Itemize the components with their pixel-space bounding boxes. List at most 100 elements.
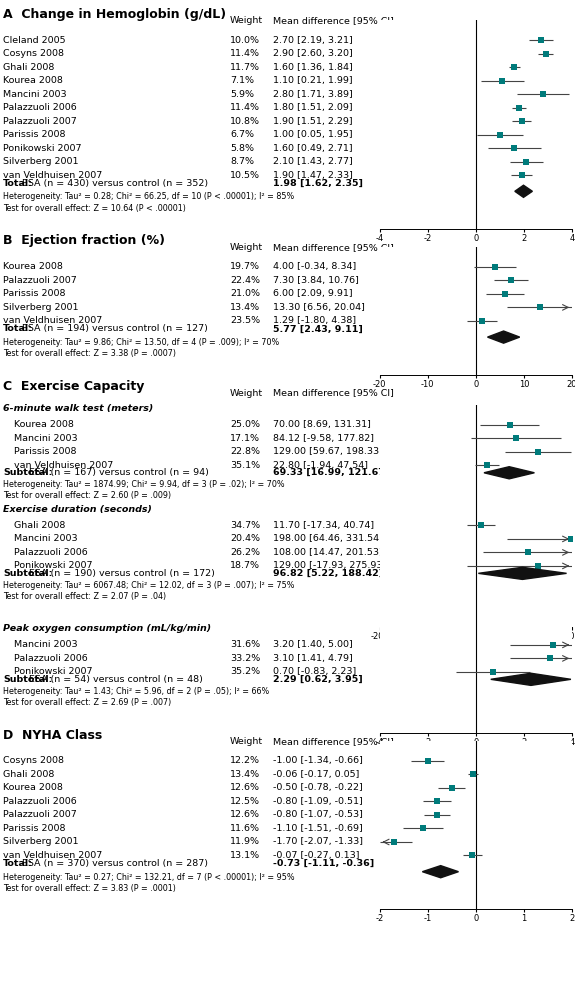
Polygon shape (490, 673, 571, 685)
Text: 10.8%: 10.8% (230, 117, 260, 126)
Text: 108.00 [14.47, 201.53]: 108.00 [14.47, 201.53] (273, 547, 383, 557)
Text: Total:: Total: (3, 325, 33, 334)
Text: Favors control: Favors control (382, 213, 442, 222)
Text: -0.50 [-0.78, -0.22]: -0.50 [-0.78, -0.22] (273, 783, 363, 793)
Text: Palazzuoli 2006: Palazzuoli 2006 (14, 547, 88, 557)
Text: Ghali 2008: Ghali 2008 (3, 770, 54, 779)
Text: Weight: Weight (230, 243, 263, 251)
Text: 22.4%: 22.4% (230, 276, 260, 285)
Text: ESA (n = 190) versus control (n = 172): ESA (n = 190) versus control (n = 172) (29, 569, 214, 578)
Text: 13.4%: 13.4% (230, 770, 260, 779)
Text: Favors control: Favors control (382, 894, 442, 903)
Text: 2.80 [1.71, 3.89]: 2.80 [1.71, 3.89] (273, 90, 353, 99)
Text: 10.0%: 10.0% (230, 36, 260, 45)
Text: Total:: Total: (3, 179, 33, 188)
Text: 17.1%: 17.1% (230, 434, 260, 443)
Text: ESA (n = 370) versus control (n = 287): ESA (n = 370) versus control (n = 287) (22, 859, 208, 868)
Polygon shape (478, 567, 566, 579)
Text: Mean difference [95% CI]: Mean difference [95% CI] (273, 389, 394, 398)
Text: Test for overall effect: Z = 2.07 (P = .04): Test for overall effect: Z = 2.07 (P = .… (3, 592, 166, 601)
Text: Cleland 2005: Cleland 2005 (3, 36, 66, 45)
Text: 25.0%: 25.0% (230, 421, 260, 430)
Text: Favors ESA: Favors ESA (489, 894, 535, 903)
Text: 69.33 [16.99, 121.67]: 69.33 [16.99, 121.67] (273, 468, 389, 477)
Text: Silverberg 2001: Silverberg 2001 (3, 838, 78, 846)
Text: D  NYHA Class: D NYHA Class (3, 729, 102, 742)
Text: ESA (n = 54) versus control (n = 48): ESA (n = 54) versus control (n = 48) (29, 675, 202, 684)
Text: -1.70 [-2.07, -1.33]: -1.70 [-2.07, -1.33] (273, 838, 363, 846)
Text: Ponikowski 2007: Ponikowski 2007 (14, 561, 93, 570)
Text: 11.4%: 11.4% (230, 103, 260, 112)
Text: Heterogeneity: Tau² = 1.43; Chi² = 5.96, df = 2 (P = .05); I² = 66%: Heterogeneity: Tau² = 1.43; Chi² = 5.96,… (3, 687, 269, 696)
Text: 26.2%: 26.2% (230, 547, 260, 557)
Text: Mean difference [95% CI]: Mean difference [95% CI] (273, 737, 394, 745)
Text: 1.90 [1.47, 2.33]: 1.90 [1.47, 2.33] (273, 170, 353, 179)
Text: 2.10 [1.43, 2.77]: 2.10 [1.43, 2.77] (273, 157, 353, 166)
Polygon shape (423, 865, 458, 878)
Text: 84.12 [-9.58, 177.82]: 84.12 [-9.58, 177.82] (273, 434, 374, 443)
Text: 129.00 [59.67, 198.33]: 129.00 [59.67, 198.33] (273, 447, 383, 456)
Text: 31.6%: 31.6% (230, 641, 260, 649)
Text: Parissis 2008: Parissis 2008 (3, 824, 66, 833)
Text: Favors ESA: Favors ESA (497, 707, 543, 716)
Text: van Veldhuisen 2007: van Veldhuisen 2007 (3, 317, 102, 326)
Text: 13.1%: 13.1% (230, 851, 260, 860)
Text: 2.70 [2.19, 3.21]: 2.70 [2.19, 3.21] (273, 36, 353, 45)
Text: -0.80 [-1.07, -0.53]: -0.80 [-1.07, -0.53] (273, 811, 363, 820)
Text: Peak oxygen consumption (mL/kg/min): Peak oxygen consumption (mL/kg/min) (3, 625, 211, 634)
Text: 22.80 [-1.94, 47.54]: 22.80 [-1.94, 47.54] (273, 461, 368, 470)
Text: Subtotal:: Subtotal: (3, 468, 52, 477)
Text: Parissis 2008: Parissis 2008 (14, 447, 77, 456)
Text: 198.00 [64.46, 331.54]: 198.00 [64.46, 331.54] (273, 535, 383, 544)
Text: 23.5%: 23.5% (230, 317, 260, 326)
Text: -0.80 [-1.09, -0.51]: -0.80 [-1.09, -0.51] (273, 797, 363, 806)
Text: 22.8%: 22.8% (230, 447, 260, 456)
Text: van Veldhuisen 2007: van Veldhuisen 2007 (3, 170, 102, 179)
Text: 35.1%: 35.1% (230, 461, 260, 470)
Text: Cosyns 2008: Cosyns 2008 (3, 756, 64, 765)
Text: 19.7%: 19.7% (230, 262, 260, 271)
Text: -0.06 [-0.17, 0.05]: -0.06 [-0.17, 0.05] (273, 770, 359, 779)
Text: Palazzuoli 2007: Palazzuoli 2007 (3, 811, 76, 820)
Text: Favors control: Favors control (388, 707, 447, 716)
Text: Kourea 2008: Kourea 2008 (14, 421, 74, 430)
Text: Silverberg 2001: Silverberg 2001 (3, 303, 78, 312)
Text: -0.73 [-1.11, -0.36]: -0.73 [-1.11, -0.36] (273, 859, 374, 868)
Text: 96.82 [5.22, 188.42]: 96.82 [5.22, 188.42] (273, 569, 384, 578)
Text: 21.0%: 21.0% (230, 289, 260, 298)
Text: 8.7%: 8.7% (230, 157, 254, 166)
Text: Heterogeneity: Tau² = 0.27; Chi² = 132.21, df = 7 (P < .00001); I² = 95%: Heterogeneity: Tau² = 0.27; Chi² = 132.2… (3, 872, 294, 882)
Text: Palazzuoli 2006: Palazzuoli 2006 (14, 654, 88, 663)
Text: 6.7%: 6.7% (230, 130, 254, 140)
Text: 10.5%: 10.5% (230, 170, 260, 179)
Text: 1.00 [0.05, 1.95]: 1.00 [0.05, 1.95] (273, 130, 352, 140)
Text: Mancini 2003: Mancini 2003 (3, 90, 67, 99)
Polygon shape (488, 331, 520, 344)
Text: 2.29 [0.62, 3.95]: 2.29 [0.62, 3.95] (273, 675, 363, 684)
Text: 1.29 [-1.80, 4.38]: 1.29 [-1.80, 4.38] (273, 317, 356, 326)
Text: Ponikowski 2007: Ponikowski 2007 (3, 144, 82, 152)
Text: 6.00 [2.09, 9.91]: 6.00 [2.09, 9.91] (273, 289, 352, 298)
Text: 3.10 [1.41, 4.79]: 3.10 [1.41, 4.79] (273, 654, 353, 663)
Text: Silverberg 2001: Silverberg 2001 (3, 157, 78, 166)
Text: Test for overall effect: Z = 2.69 (P = .007): Test for overall effect: Z = 2.69 (P = .… (3, 698, 171, 707)
Text: Ghali 2008: Ghali 2008 (3, 62, 54, 71)
Text: 1.10 [0.21, 1.99]: 1.10 [0.21, 1.99] (273, 76, 352, 85)
Text: Subtotal:: Subtotal: (3, 569, 52, 578)
Text: 4.00 [-0.34, 8.34]: 4.00 [-0.34, 8.34] (273, 262, 356, 271)
Text: 7.1%: 7.1% (230, 76, 254, 85)
Text: Palazzuoli 2007: Palazzuoli 2007 (3, 276, 76, 285)
Text: Ponikowski 2007: Ponikowski 2007 (14, 667, 93, 676)
Text: Mancini 2003: Mancini 2003 (14, 641, 78, 649)
Text: Palazzuoli 2007: Palazzuoli 2007 (3, 117, 76, 126)
Text: Weight: Weight (230, 389, 263, 398)
Text: 6-minute walk test (meters): 6-minute walk test (meters) (3, 404, 153, 413)
Text: Mancini 2003: Mancini 2003 (14, 434, 78, 443)
Text: Favors ESA: Favors ESA (489, 359, 535, 368)
Polygon shape (484, 466, 534, 479)
Text: 12.6%: 12.6% (230, 783, 260, 793)
Text: 1.80 [1.51, 2.09]: 1.80 [1.51, 2.09] (273, 103, 352, 112)
Text: C  Exercise Capacity: C Exercise Capacity (3, 380, 144, 393)
Text: van Veldhuisen 2007: van Veldhuisen 2007 (14, 461, 114, 470)
Text: 12.2%: 12.2% (230, 756, 260, 765)
